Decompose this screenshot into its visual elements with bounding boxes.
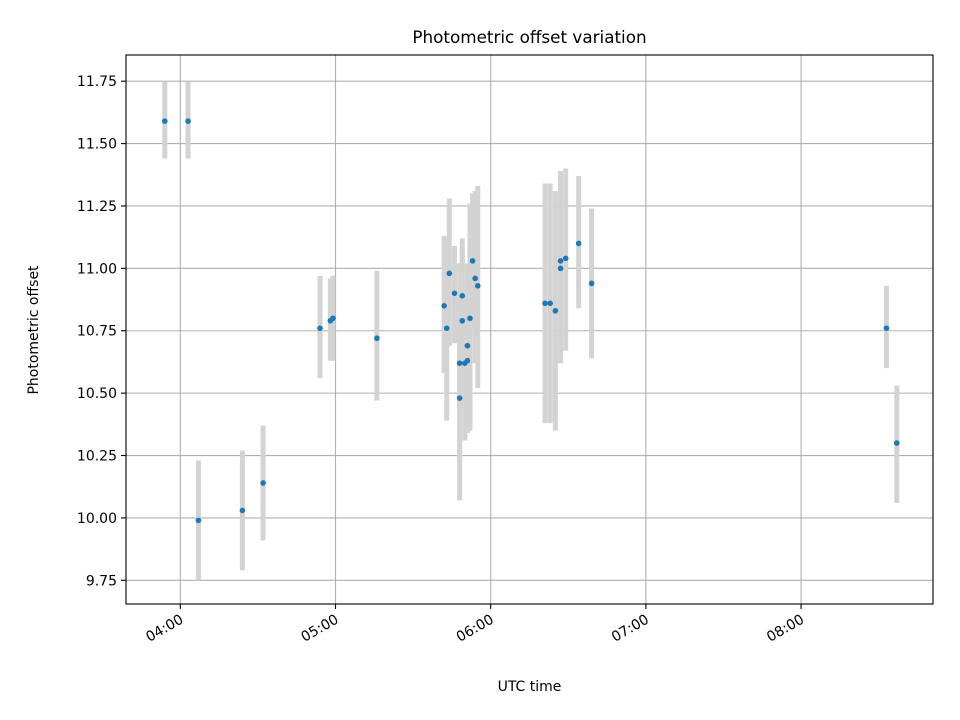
y-tick-label: 11.25 [77, 199, 117, 215]
data-points [161, 118, 900, 524]
data-point [459, 317, 466, 324]
data-point [893, 440, 900, 446]
y-tick-label: 10.25 [77, 449, 117, 465]
y-tick-label: 10.75 [77, 324, 117, 340]
data-point [443, 325, 450, 332]
data-point [185, 118, 191, 124]
y-tick-label: 9.75 [86, 573, 117, 589]
data-point [464, 342, 471, 349]
x-tick-label: 06:00 [454, 612, 497, 646]
y-tick-label: 11.50 [77, 137, 117, 153]
x-tick-label: 05:00 [299, 612, 342, 646]
data-point [260, 480, 266, 486]
data-point [575, 240, 582, 247]
y-axis-label: Photometric offset [26, 265, 42, 395]
data-point [451, 290, 458, 297]
data-point [317, 325, 323, 332]
x-tick-label: 04:00 [143, 612, 186, 646]
data-point [588, 280, 595, 287]
y-tick-label: 11.00 [77, 261, 117, 277]
data-point [557, 258, 564, 264]
data-point [547, 300, 553, 307]
y-tick-label: 10.00 [77, 511, 117, 527]
data-point [239, 507, 246, 514]
data-point [195, 517, 202, 524]
data-point [472, 275, 478, 282]
data-point [474, 283, 481, 289]
x-tick-label: 08:00 [764, 612, 807, 646]
data-point [459, 293, 466, 299]
x-axis-label: UTC time [498, 679, 562, 695]
y-tick-label: 10.50 [77, 386, 117, 402]
data-point [562, 255, 569, 262]
data-point [464, 357, 471, 364]
data-point [552, 307, 559, 314]
chart-title: Photometric offset variation [412, 27, 646, 47]
data-point [467, 315, 473, 322]
data-point [557, 265, 564, 272]
x-tick-label: 07:00 [609, 612, 652, 646]
data-point [374, 335, 380, 342]
data-point [161, 118, 168, 124]
data-point [446, 270, 453, 277]
data-point [883, 325, 890, 332]
y-tick-label: 11.75 [77, 74, 117, 90]
data-point [469, 258, 476, 264]
data-point [330, 315, 336, 322]
data-point [456, 395, 463, 401]
data-point [441, 302, 447, 309]
data-point [456, 360, 463, 366]
plot-frame [125, 54, 934, 605]
grid [126, 55, 933, 604]
data-point [542, 300, 548, 307]
